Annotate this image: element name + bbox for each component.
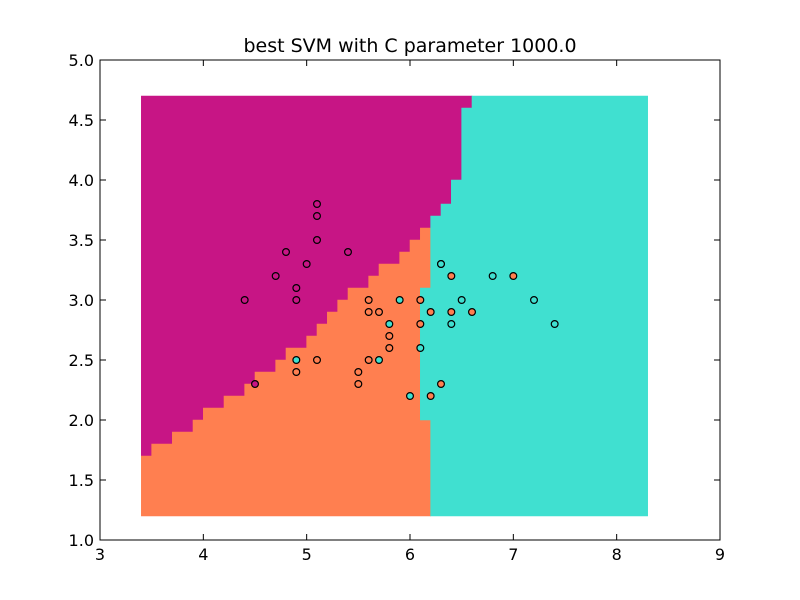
data-point-class-0 [292, 296, 301, 305]
x-tick-label: 9 [715, 545, 725, 564]
decision-regions [141, 95, 648, 517]
y-tick-label: 2.0 [69, 411, 94, 430]
y-tick-label: 2.5 [69, 351, 94, 370]
data-point-class-1 [437, 380, 446, 389]
x-tick-label: 6 [405, 545, 415, 564]
data-point-class-1 [416, 320, 425, 329]
data-point-class-0 [313, 236, 322, 245]
data-point-class-1 [447, 272, 456, 281]
data-point-class-2 [385, 320, 394, 329]
data-point-class-1 [364, 296, 373, 305]
data-point-class-1 [354, 380, 363, 389]
data-point-class-2 [395, 296, 404, 305]
y-tick-label: 5.0 [69, 51, 94, 70]
y-tick-label: 1.0 [69, 531, 94, 550]
data-point-class-1 [385, 332, 394, 341]
data-point-class-0 [282, 248, 291, 257]
data-point-class-0 [271, 272, 280, 281]
data-point-class-1 [364, 356, 373, 365]
y-tick-label: 3.5 [69, 231, 94, 250]
data-point-class-0 [292, 284, 301, 293]
x-tick-label: 4 [198, 545, 208, 564]
data-point-class-1 [509, 272, 518, 281]
data-point-class-1 [364, 308, 373, 317]
data-point-class-0 [313, 200, 322, 209]
data-point-class-1 [375, 308, 384, 317]
data-point-class-1 [426, 392, 435, 401]
y-tick-label: 4.0 [69, 171, 94, 190]
decision-region-class-2 [420, 95, 648, 517]
data-point-class-2 [406, 392, 415, 401]
data-point-class-0 [302, 260, 311, 269]
data-point-class-1 [385, 344, 394, 353]
x-tick-label: 3 [95, 545, 105, 564]
y-tick-label: 1.5 [69, 471, 94, 490]
data-point-class-0 [313, 212, 322, 221]
y-tick-label: 4.5 [69, 111, 94, 130]
data-point-class-1 [468, 308, 477, 317]
data-point-class-2 [437, 260, 446, 269]
data-point-class-2 [488, 272, 497, 281]
data-point-class-1 [292, 368, 301, 377]
y-axis: 1.0 1.5 2.0 2.5 3.0 3.5 4.0 4.5 5.0 [69, 51, 720, 550]
data-points [240, 200, 559, 401]
x-tick-label: 5 [302, 545, 312, 564]
data-point-class-1 [313, 356, 322, 365]
x-tick-label: 8 [612, 545, 622, 564]
y-tick-label: 3.0 [69, 291, 94, 310]
data-point-class-1 [426, 308, 435, 317]
data-point-class-2 [457, 296, 466, 305]
data-point-class-1 [447, 308, 456, 317]
data-point-class-1 [416, 296, 425, 305]
data-point-class-0 [344, 248, 353, 257]
data-point-class-2 [529, 296, 538, 305]
data-point-class-2 [416, 344, 425, 353]
data-point-class-2 [447, 320, 456, 329]
data-point-class-2 [292, 356, 301, 365]
data-point-class-1 [354, 368, 363, 377]
data-point-class-0 [240, 296, 249, 305]
data-point-class-2 [550, 320, 559, 329]
chart-title: best SVM with C parameter 1000.0 [243, 35, 576, 57]
decision-region-class-1 [141, 227, 431, 517]
x-axis: 3 4 5 6 7 8 9 [95, 60, 725, 564]
data-point-class-0 [251, 380, 260, 389]
x-tick-label: 7 [508, 545, 518, 564]
data-point-class-2 [375, 356, 384, 365]
